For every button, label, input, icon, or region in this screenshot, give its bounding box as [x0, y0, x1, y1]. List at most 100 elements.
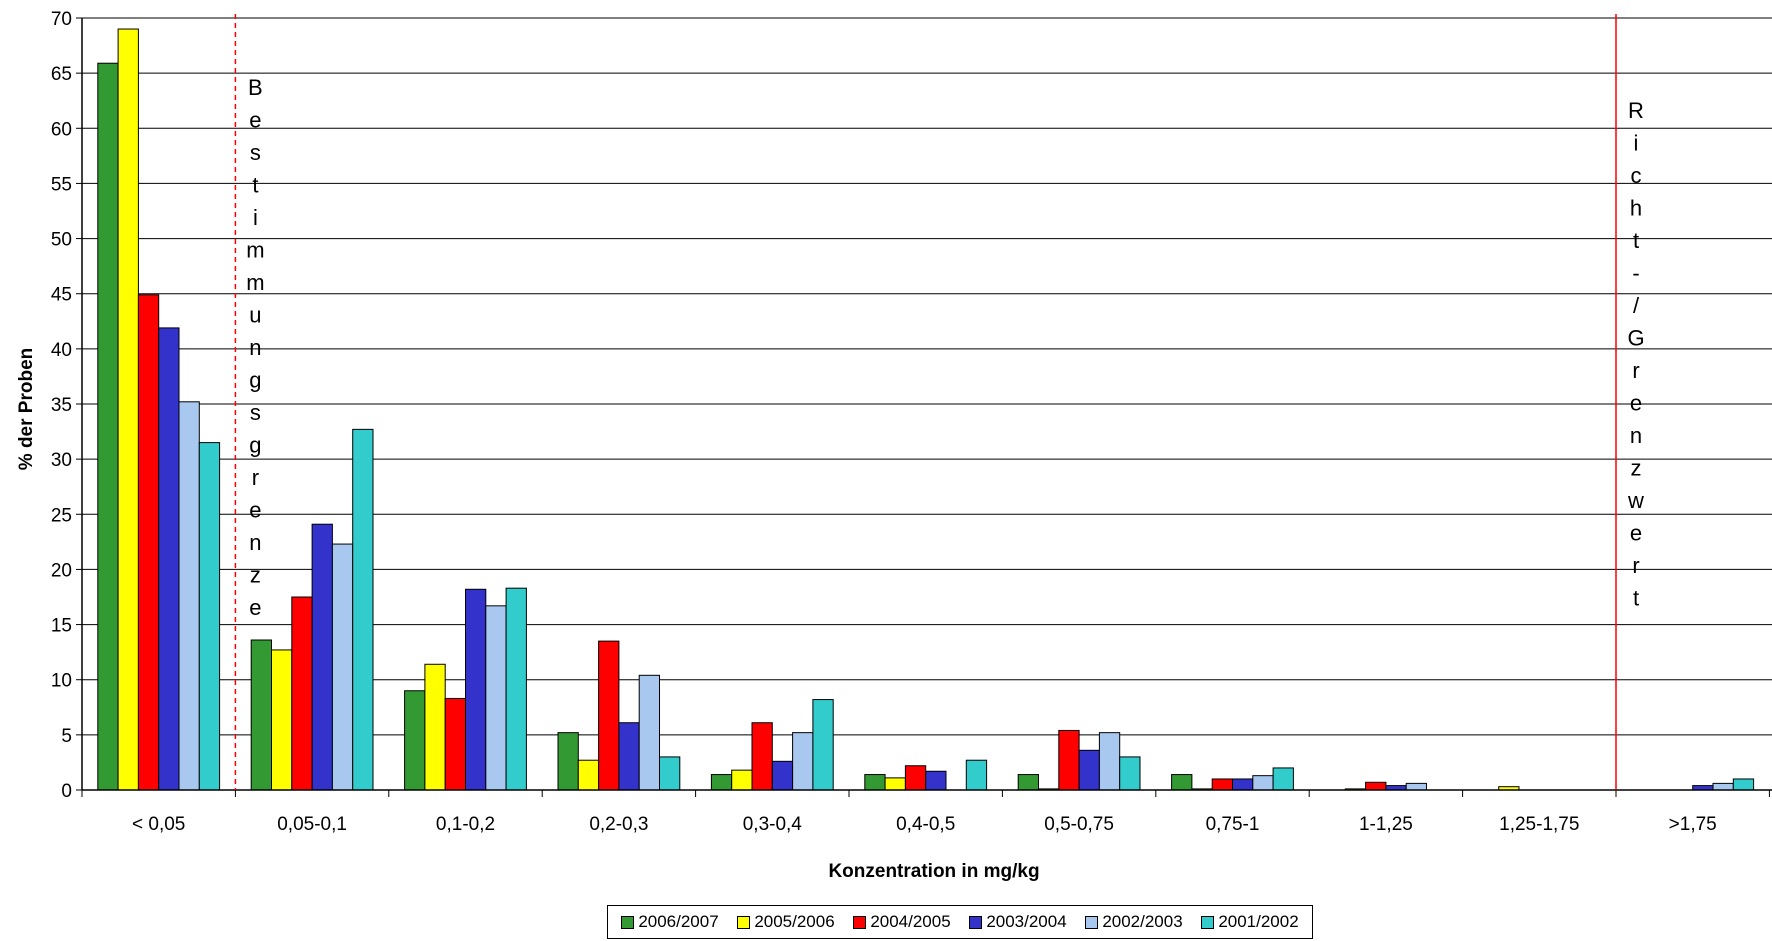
- bar: [1171, 774, 1193, 791]
- bar: [1732, 778, 1755, 791]
- bar: [1119, 756, 1141, 791]
- bar: [291, 596, 313, 791]
- x-tick-label: 1,25-1,75: [1499, 814, 1579, 835]
- bar: [710, 774, 733, 791]
- x-tick-label: 0,5-0,75: [1044, 814, 1114, 835]
- reference-line-label-letter: e: [249, 595, 261, 620]
- bars: [97, 28, 1755, 791]
- bar: [311, 523, 333, 791]
- bar: [1098, 732, 1121, 791]
- bar: [352, 428, 374, 791]
- legend-label: 2002/2003: [1102, 912, 1183, 931]
- bar: [659, 756, 681, 791]
- bar: [465, 588, 487, 791]
- y-tick-label: 55: [51, 174, 72, 195]
- bar: [1712, 782, 1734, 791]
- legend-item: 2005/2006: [737, 912, 835, 932]
- y-tick-label: 40: [51, 340, 72, 361]
- reference-line-label-letter: e: [249, 108, 261, 133]
- legend-swatch: [969, 915, 983, 929]
- reference-line-label-letter: u: [249, 303, 261, 328]
- legend-item: 2003/2004: [969, 912, 1067, 932]
- bar: [1272, 767, 1294, 791]
- bar: [1017, 774, 1040, 791]
- bar: [1058, 729, 1080, 791]
- reference-line-label-letter: -: [1632, 261, 1639, 286]
- x-tick-label: 0,05-0,1: [277, 814, 347, 835]
- legend-swatch: [737, 915, 751, 929]
- bar: [771, 760, 794, 791]
- reference-line-label-letter: h: [1630, 196, 1642, 221]
- bar: [1211, 778, 1233, 791]
- y-tick-label: 60: [51, 119, 72, 140]
- reference-line-label-letter: i: [253, 205, 258, 230]
- reference-line-label-letter: z: [1631, 456, 1642, 481]
- bar: [1365, 781, 1387, 791]
- bar: [178, 401, 200, 791]
- reference-line-label-letter: n: [1630, 423, 1642, 448]
- bar: [965, 759, 988, 791]
- legend-item: 2006/2007: [621, 912, 719, 932]
- reference-line-label-letter: r: [252, 465, 259, 490]
- y-tick-label: 0: [61, 781, 72, 802]
- reference-line-label-letter: t: [1633, 228, 1639, 253]
- bar: [751, 722, 773, 791]
- bar: [444, 697, 467, 791]
- bar: [404, 690, 426, 791]
- bar: [505, 587, 527, 791]
- reference-line-label-letter: B: [248, 75, 263, 100]
- axes: 0 5 10 15 20 25 30 35 40 45 50 55 60 65 70 < 0,05 0,05-0…: [51, 9, 1772, 835]
- reference-line-label-letter: c: [1631, 163, 1642, 188]
- x-tick-label: 1-1,25: [1359, 814, 1413, 835]
- reference-line-label-letter: e: [1630, 521, 1642, 546]
- reference-line-label-letter: t: [1633, 586, 1639, 611]
- x-tick-label: < 0,05: [132, 814, 185, 835]
- bar: [731, 769, 753, 791]
- reference-line-label-letter: t: [252, 173, 258, 198]
- legend-label: 2004/2005: [870, 912, 951, 931]
- x-tick-label: 0,4-0,5: [896, 814, 955, 835]
- bar: [1252, 775, 1274, 791]
- bar: [904, 765, 927, 791]
- y-tick-label: 35: [51, 395, 72, 416]
- bar: [158, 327, 180, 791]
- legend-label: 2003/2004: [986, 912, 1067, 931]
- bar: [812, 699, 834, 791]
- x-tick-label: 0,2-0,3: [589, 814, 648, 835]
- reference-line-label-letter: z: [250, 563, 261, 588]
- reference-line-label-letter: m: [246, 238, 264, 263]
- y-tick-label: 45: [51, 285, 72, 306]
- bar: [598, 640, 620, 791]
- reference-line-label-letter: g: [249, 368, 261, 393]
- bar: [331, 543, 354, 791]
- bar: [1232, 778, 1254, 791]
- x-tick-label: 0,75-1: [1206, 814, 1260, 835]
- bar: [577, 759, 600, 791]
- y-tick-label: 5: [61, 726, 72, 747]
- bar: [424, 663, 446, 791]
- bar: [884, 777, 906, 791]
- bar: [198, 442, 221, 791]
- y-tick-label: 70: [51, 9, 72, 30]
- legend-label: 2001/2002: [1218, 912, 1299, 931]
- bar: [864, 774, 886, 791]
- legend-swatch: [621, 915, 635, 929]
- reference-line-label-letter: R: [1628, 98, 1644, 123]
- legend: 2006/2007 2005/2006 2004/2005 2003/2004 2002…: [607, 905, 1313, 939]
- reference-line-label-letter: /: [1633, 293, 1640, 318]
- reference-line-label-letter: i: [1634, 131, 1639, 156]
- legend-label: 2006/2007: [638, 912, 719, 931]
- bar: [1405, 782, 1427, 791]
- reference-line-label-letter: e: [249, 498, 261, 523]
- bar: [792, 732, 814, 791]
- legend-swatch: [1201, 915, 1215, 929]
- x-axis-title: Konzentration in mg/kg: [828, 861, 1039, 882]
- legend-swatch: [853, 915, 867, 929]
- legend-item: 2004/2005: [853, 912, 951, 932]
- y-tick-label: 50: [51, 230, 72, 251]
- reference-line-label-letter: e: [1630, 391, 1642, 416]
- reference-line-label-letter: r: [1632, 358, 1639, 383]
- bar: [271, 649, 293, 791]
- y-tick-label: 15: [51, 616, 72, 637]
- reference-line-label-letter: s: [250, 400, 261, 425]
